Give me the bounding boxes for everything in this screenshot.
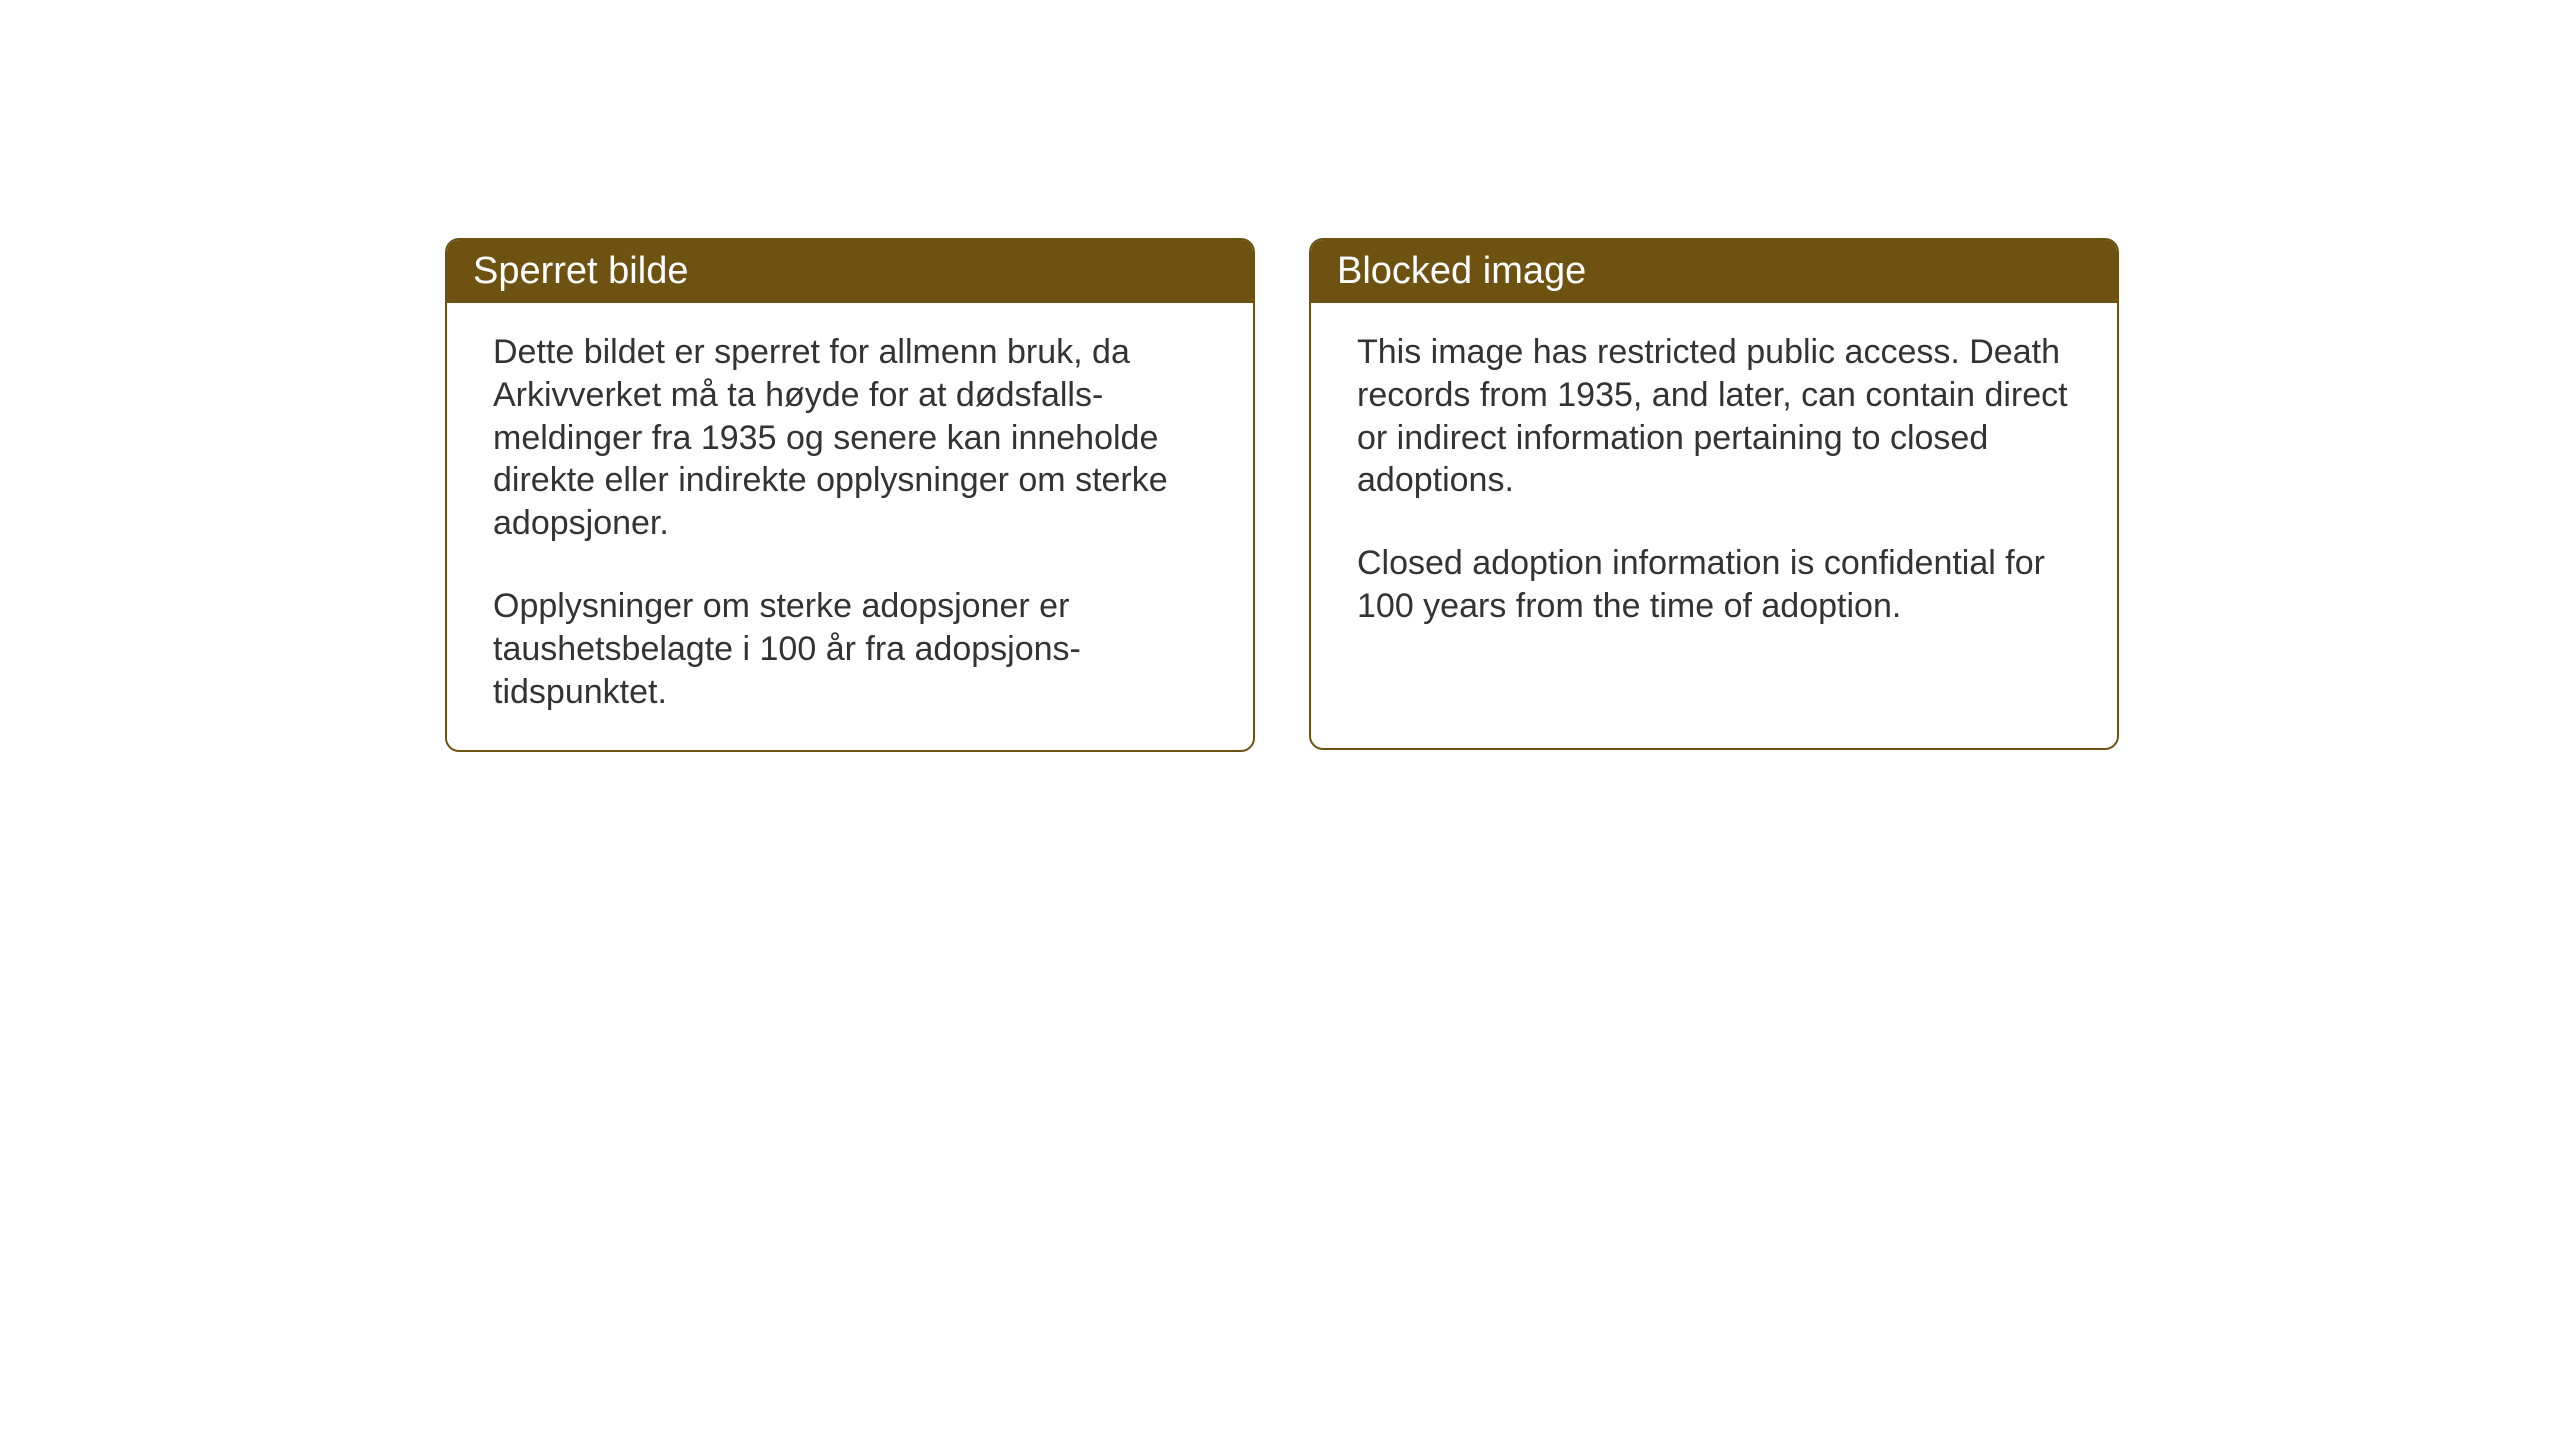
notice-para2-norwegian: Opplysninger om sterke adopsjoner er tau…	[493, 585, 1207, 713]
notice-title-english: Blocked image	[1337, 250, 1586, 292]
notice-para2-english: Closed adoption information is confident…	[1357, 542, 2071, 628]
notice-para1-norwegian: Dette bildet er sperret for allmenn bruk…	[493, 331, 1207, 545]
notice-para1-english: This image has restricted public access.…	[1357, 331, 2071, 502]
notice-title-norwegian: Sperret bilde	[473, 250, 688, 292]
notice-container: Sperret bilde Dette bildet er sperret fo…	[0, 0, 2560, 752]
notice-body-english: This image has restricted public access.…	[1311, 303, 2117, 664]
notice-card-english: Blocked image This image has restricted …	[1309, 238, 2119, 750]
notice-header-english: Blocked image	[1311, 240, 2117, 303]
notice-card-norwegian: Sperret bilde Dette bildet er sperret fo…	[445, 238, 1255, 752]
notice-body-norwegian: Dette bildet er sperret for allmenn bruk…	[447, 303, 1253, 750]
notice-header-norwegian: Sperret bilde	[447, 240, 1253, 303]
